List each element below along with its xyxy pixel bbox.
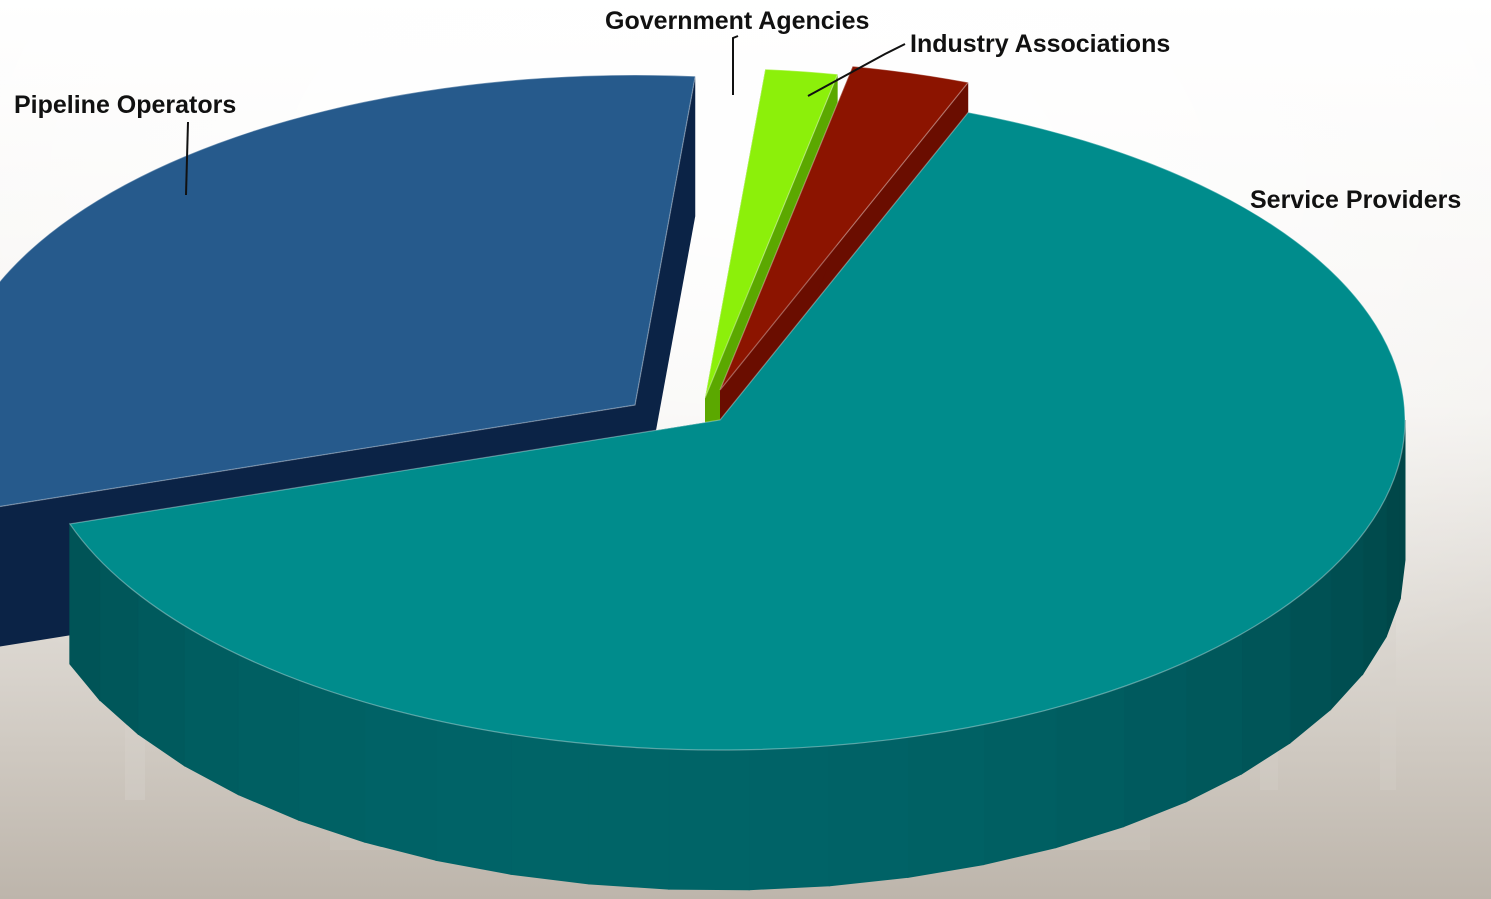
slice-wall — [435, 719, 512, 875]
slice-wall — [983, 706, 1057, 866]
slice-label-pipeline-operators: Pipeline Operators — [14, 91, 236, 119]
slice-service-providers — [68, 111, 1406, 891]
slice-top — [704, 68, 839, 399]
leader-line-industry-associations — [807, 43, 906, 97]
slice-wall — [748, 745, 830, 891]
leader-lines — [185, 35, 906, 196]
leader-line-pipeline-operators — [185, 121, 189, 196]
slice-cut-face — [635, 76, 696, 545]
slice-label-industry-associations: Industry Associations — [910, 30, 1170, 58]
slice-wall — [364, 701, 437, 861]
slice-wall — [1123, 661, 1187, 828]
slice-label-service-providers: Service Providers — [1250, 186, 1461, 214]
slice-top — [719, 65, 970, 391]
slice-wall — [1185, 633, 1243, 803]
slice-wall — [298, 679, 366, 843]
slice-wall — [668, 748, 750, 891]
pie-chart — [0, 65, 1406, 891]
slice-wall — [588, 743, 670, 890]
slice-wall — [1055, 685, 1125, 849]
slice-top — [68, 111, 1406, 751]
slice-label-government-agencies: Government Agencies — [605, 7, 869, 35]
slice-wall — [907, 723, 985, 878]
slice-wall — [510, 733, 590, 885]
leader-line-government-agencies — [732, 35, 739, 95]
slice-wall — [828, 736, 909, 887]
slice-wall — [237, 653, 300, 821]
slice-top — [0, 74, 696, 508]
